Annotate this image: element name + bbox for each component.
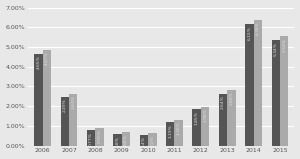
Bar [272, 40, 280, 146]
Bar [140, 135, 148, 146]
Text: 0.90%: 0.90% [98, 129, 102, 143]
Text: 6.15%: 6.15% [247, 26, 251, 40]
Text: 5.34%: 5.34% [274, 42, 278, 56]
Text: 6.38%: 6.38% [256, 21, 260, 35]
Text: 2.63%: 2.63% [71, 95, 75, 109]
Bar [201, 107, 209, 146]
Text: 4.65%: 4.65% [36, 55, 40, 69]
Bar [227, 90, 236, 146]
Text: 5.54%: 5.54% [282, 38, 286, 52]
Text: 0.77%: 0.77% [89, 132, 93, 146]
Bar [113, 134, 122, 146]
Bar [61, 97, 69, 146]
Bar [87, 131, 95, 146]
Bar [254, 20, 262, 146]
Bar [34, 54, 43, 146]
Text: 0.54%: 0.54% [142, 137, 146, 150]
Bar [245, 24, 254, 146]
Text: 1.19%: 1.19% [168, 124, 172, 138]
Text: 4.87%: 4.87% [45, 51, 49, 65]
Text: 1.98%: 1.98% [203, 108, 207, 122]
Text: 0.62%: 0.62% [150, 135, 154, 149]
Bar [280, 36, 288, 146]
Bar [148, 133, 157, 146]
Text: 1.85%: 1.85% [195, 111, 199, 125]
Bar [175, 120, 183, 146]
Bar [95, 128, 104, 146]
Bar [219, 94, 227, 146]
Text: 0.68%: 0.68% [124, 134, 128, 148]
Bar [192, 109, 201, 146]
Bar [69, 94, 77, 146]
Text: 1.30%: 1.30% [177, 122, 181, 135]
Text: 2.64%: 2.64% [221, 95, 225, 109]
Text: 0.58%: 0.58% [116, 136, 119, 150]
Text: 2.84%: 2.84% [230, 91, 233, 105]
Bar [166, 122, 175, 146]
Bar [122, 132, 130, 146]
Text: 2.49%: 2.49% [63, 98, 67, 112]
Bar [43, 50, 51, 146]
